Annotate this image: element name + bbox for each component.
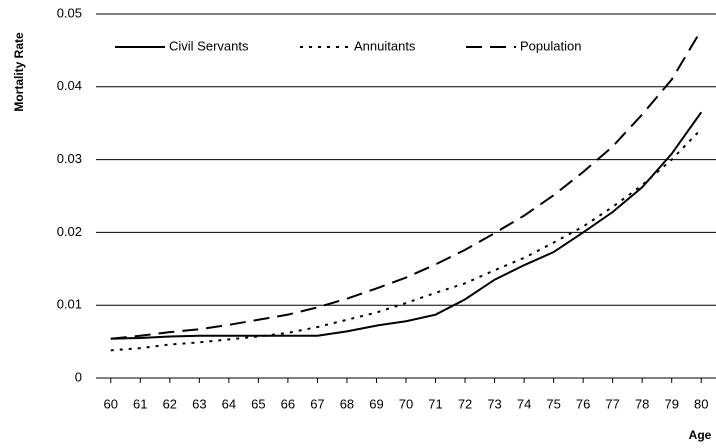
x-tick-label: 63 [192, 396, 206, 411]
y-tick-label: 0.01 [57, 297, 82, 312]
x-tick-label: 76 [576, 396, 590, 411]
x-tick-label: 79 [664, 396, 678, 411]
x-tick-label: 78 [635, 396, 649, 411]
y-tick-label: 0.03 [57, 151, 82, 166]
x-tick-label: 73 [487, 396, 501, 411]
x-tick-label: 75 [546, 396, 560, 411]
y-tick-label: 0.04 [57, 78, 82, 93]
x-tick-label: 64 [222, 396, 236, 411]
y-axis-title: Mortality Rate [12, 32, 26, 112]
x-tick-label: 68 [340, 396, 354, 411]
x-tick-label: 66 [281, 396, 295, 411]
y-tick-label: 0.02 [57, 224, 82, 239]
y-tick-label: 0 [75, 369, 82, 384]
y-tick-label: 0.05 [57, 5, 82, 20]
x-tick-label: 74 [517, 396, 531, 411]
x-tick-label: 62 [163, 396, 177, 411]
x-tick-label: 71 [428, 396, 442, 411]
x-tick-label: 61 [133, 396, 147, 411]
legend-label: Annuitants [354, 38, 416, 53]
x-tick-label: 69 [369, 396, 383, 411]
x-axis-title: Age [689, 428, 712, 442]
x-tick-label: 70 [399, 396, 413, 411]
series-line [110, 128, 702, 352]
legend-label: Civil Servants [169, 38, 249, 53]
x-tick-label: 67 [310, 396, 324, 411]
x-tick-label: 80 [694, 396, 708, 411]
series-line [110, 29, 703, 340]
legend-label: Population [520, 38, 581, 53]
x-tick-label: 72 [458, 396, 472, 411]
series-line [110, 111, 703, 340]
x-tick-label: 60 [104, 396, 118, 411]
x-tick-label: 65 [251, 396, 265, 411]
x-tick-label: 77 [605, 396, 619, 411]
